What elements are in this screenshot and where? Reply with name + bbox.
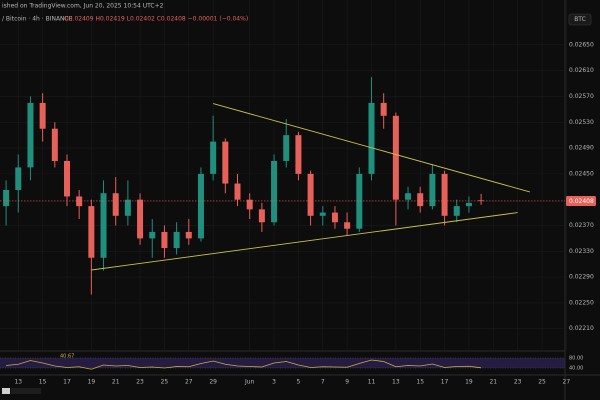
candle-body <box>441 173 448 216</box>
indicator-tick-label: 80.00 <box>569 356 583 362</box>
x-tick-label: 27 <box>563 379 571 386</box>
candle-body <box>173 231 180 249</box>
indicator-value: 40.67 <box>60 354 74 360</box>
tradingview-logo <box>2 388 41 394</box>
x-tick-label: 17 <box>441 379 449 386</box>
x-tick-label: 13 <box>392 379 400 386</box>
x-tick-label: 23 <box>514 379 522 386</box>
candle-body <box>100 193 107 258</box>
candle-body <box>246 199 253 210</box>
last-price-tag <box>566 195 596 206</box>
x-tick-label: 11 <box>368 379 376 386</box>
x-tick-label: 23 <box>136 379 144 386</box>
candle-body <box>380 102 387 116</box>
candle-body <box>15 167 22 190</box>
x-tick-label: 25 <box>538 379 546 386</box>
candle-body <box>258 209 265 223</box>
trendline <box>213 103 530 193</box>
currency-button[interactable] <box>568 13 592 26</box>
candle-body <box>319 212 326 216</box>
x-tick-label: 21 <box>489 379 497 386</box>
x-tick-label: 29 <box>209 379 217 386</box>
x-tick-label: 3 <box>272 379 276 386</box>
candle-body <box>137 199 144 239</box>
x-tick-label: 27 <box>185 379 193 386</box>
last-price-label: 0.02408 <box>569 198 594 205</box>
candle-body <box>271 160 278 223</box>
candle-body <box>331 212 338 223</box>
candle-body <box>392 115 399 200</box>
y-tick-label: 0.02530 <box>569 119 594 126</box>
trendline <box>91 212 518 271</box>
candle-body <box>465 202 472 207</box>
y-tick-label: 0.02610 <box>569 67 594 74</box>
x-tick-label: 21 <box>112 379 120 386</box>
candle-body <box>368 102 375 174</box>
candle-body <box>417 193 424 207</box>
ohlc-legend: O0.02409 H0.02419 L0.02402 C0.02408 −0.0… <box>64 16 248 23</box>
indicator-tick-label: 40.00 <box>569 366 583 372</box>
candle-body <box>197 173 204 239</box>
candle-body <box>234 183 241 200</box>
x-tick-label: Jun <box>244 379 255 386</box>
candle-body <box>161 231 168 249</box>
y-tick-label: 0.02650 <box>569 41 594 48</box>
x-tick-label: 15 <box>39 379 47 386</box>
x-tick-label: 13 <box>14 379 22 386</box>
candle-body <box>429 173 436 207</box>
x-tick-label: 17 <box>63 379 71 386</box>
y-tick-label: 0.02250 <box>569 299 594 306</box>
candle-body <box>356 173 363 229</box>
candle-body <box>27 102 34 168</box>
candle-body <box>51 128 58 161</box>
y-tick-label: 0.02450 <box>569 170 594 177</box>
y-tick-label: 0.02370 <box>569 222 594 229</box>
x-tick-label: 15 <box>416 379 424 386</box>
y-tick-label: 0.02570 <box>569 93 594 100</box>
y-tick-label: 0.02210 <box>569 325 594 332</box>
x-tick-label: 19 <box>465 379 473 386</box>
candle-body <box>453 206 460 216</box>
candle-body <box>3 190 10 207</box>
candle-body <box>76 196 83 207</box>
candle-body <box>222 141 229 184</box>
y-tick-label: 0.02290 <box>569 274 594 281</box>
x-tick-label: 5 <box>296 379 300 386</box>
symbol-title: / Bitcoin · 4h · BINANCE <box>2 16 73 23</box>
candle-body <box>112 193 119 216</box>
candle-body <box>88 206 95 258</box>
indicator-band <box>0 358 565 368</box>
candle-body <box>63 160 70 197</box>
y-tick-label: 0.02330 <box>569 248 594 255</box>
x-tick-label: 7 <box>321 379 325 386</box>
y-tick-label: 0.02490 <box>569 145 594 152</box>
candle-body <box>124 199 131 216</box>
candle-body <box>405 193 412 200</box>
x-tick-label: 9 <box>345 379 349 386</box>
candle-body <box>149 231 156 239</box>
currency-label[interactable]: BTC <box>574 16 586 23</box>
candle-body <box>185 231 192 239</box>
candle-body <box>344 222 351 229</box>
x-tick-label: 19 <box>88 379 96 386</box>
candle-body <box>39 102 46 129</box>
candle-body <box>283 135 290 161</box>
published-note: ished on TradingView.com, Jun 20, 2025 1… <box>2 3 164 10</box>
candle-body <box>307 173 314 216</box>
candle-body <box>295 135 302 174</box>
candle-body <box>210 141 217 174</box>
x-tick-label: 25 <box>161 379 169 386</box>
indicator-line <box>6 359 482 370</box>
